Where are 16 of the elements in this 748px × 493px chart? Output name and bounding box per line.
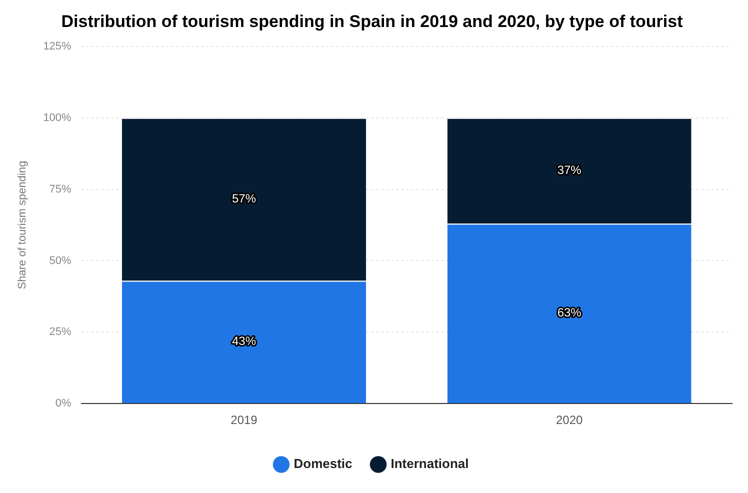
legend-label: International: [390, 456, 469, 472]
y-tick-label: 75%: [49, 183, 72, 196]
y-tick-label: 100%: [43, 112, 72, 124]
x-tick-label: 2020: [556, 413, 584, 428]
x-tick-label: 2019: [230, 413, 258, 428]
data-label: 63%: [557, 306, 582, 320]
chart-title: Distribution of tourism spending in Spain in 2019 and 2020, by type of tourist: [61, 12, 684, 31]
y-tick-label: 25%: [49, 326, 72, 338]
y-axis-title: Share of tourism spending: [16, 160, 29, 290]
data-label: 37%: [557, 163, 582, 178]
y-tick-label: 125%: [43, 40, 72, 52]
data-label: 57%: [232, 192, 256, 206]
y-tick-label: 50%: [49, 254, 72, 267]
legend-label: Domestic: [294, 456, 352, 472]
y-tick-label: 0%: [55, 398, 72, 410]
data-label: 43%: [232, 334, 256, 348]
